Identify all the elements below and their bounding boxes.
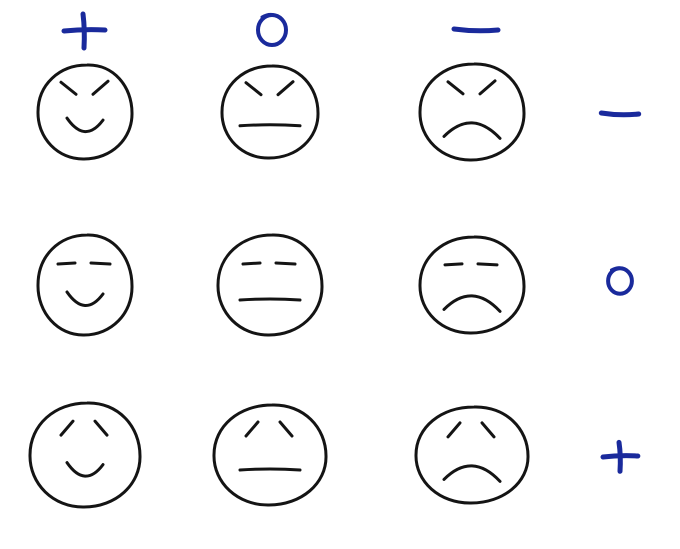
brows-angry — [244, 80, 295, 97]
row-marker-circle-icon — [606, 266, 634, 296]
face-outline — [212, 403, 328, 507]
column-header-minus-icon — [451, 26, 501, 34]
face-outline — [28, 401, 142, 509]
column-header-plus-icon — [61, 11, 108, 51]
row-markers — [598, 110, 642, 474]
face-r3-c2 — [212, 403, 328, 507]
brows-neutral — [443, 262, 499, 267]
mouth-flat — [238, 467, 302, 472]
mouth-frown — [442, 121, 502, 140]
mouth-frown — [442, 294, 502, 313]
brows-sad — [244, 420, 294, 438]
mouth-smile — [65, 116, 105, 134]
mouth-frown — [442, 464, 502, 483]
faces — [28, 62, 530, 509]
brows-neutral — [56, 261, 112, 266]
face-outline — [414, 405, 530, 505]
face-outline — [36, 233, 134, 337]
face-r3-c1 — [28, 401, 142, 509]
face-outline — [418, 235, 526, 335]
face-r1-c2 — [220, 64, 320, 160]
brows-angry — [59, 79, 110, 96]
face-r1-c1 — [36, 63, 134, 161]
brows-angry — [446, 79, 497, 96]
brows-sad — [446, 421, 496, 439]
face-r2-c1 — [36, 233, 134, 337]
row-marker-minus-icon — [598, 110, 642, 118]
mouth-flat — [238, 123, 302, 128]
mouth-smile — [65, 290, 105, 307]
mouth-flat — [238, 297, 302, 302]
face-outline — [220, 64, 320, 160]
face-r2-c3 — [418, 235, 526, 335]
face-r1-c3 — [418, 62, 526, 162]
face-r3-c3 — [414, 405, 530, 505]
face-r2-c2 — [216, 233, 324, 337]
mouth-smile — [65, 461, 105, 478]
face-outline — [36, 63, 134, 161]
brows-neutral — [241, 261, 297, 266]
row-marker-plus-icon — [600, 439, 641, 474]
column-headers — [61, 11, 501, 51]
column-header-circle-icon — [256, 12, 288, 47]
brows-sad — [59, 419, 109, 437]
face-outline — [216, 233, 324, 337]
face-outline — [418, 62, 526, 162]
